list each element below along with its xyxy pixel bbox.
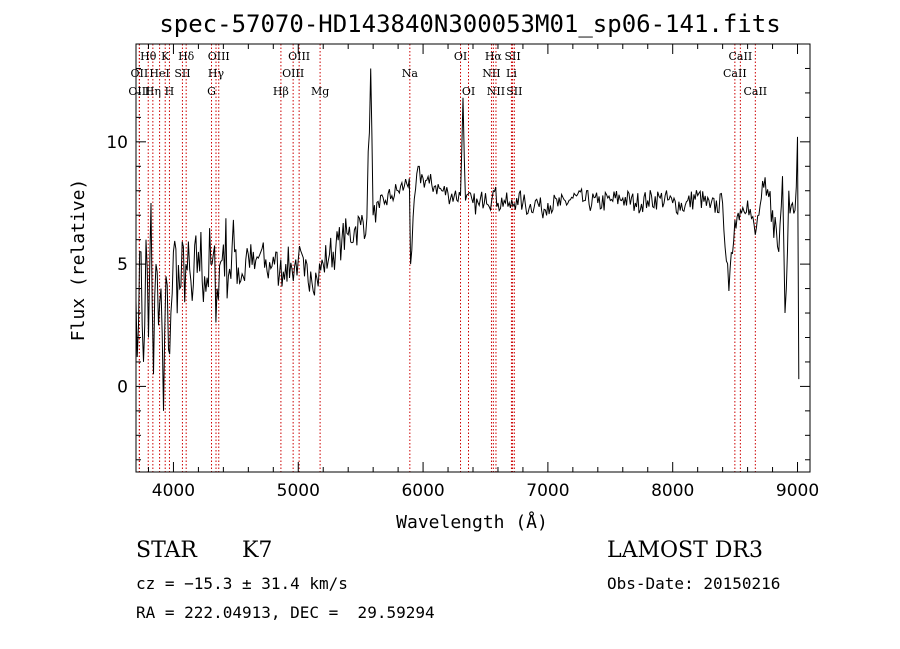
line-label: OI [462,85,475,98]
line-label: SII [174,67,190,80]
tick-layer: 4000 5000 6000 7000 8000 9000 0 5 10 [106,43,819,501]
line-label: Hη [145,85,161,98]
line-label: NII [487,85,505,98]
line-label: K [161,50,170,63]
line-label: CaII [743,85,767,98]
object-class: STAR [136,538,197,563]
y-tick-label: 10 [106,133,128,153]
line-label: HeI [149,67,169,80]
line-label: OIII [208,50,230,63]
line-label: G [207,85,216,98]
line-label: Hδ [178,50,195,63]
line-label: CaII [729,50,753,63]
obs-date: Obs-Date: 20150216 [607,574,781,593]
x-tick-label: 5000 [277,481,320,501]
line-marker-layer [138,44,756,472]
survey-name: LAMOST DR3 [607,538,763,563]
line-label: OIII [128,85,150,98]
line-label: Hα [485,50,503,63]
y-tick-label: 5 [117,255,128,275]
x-tick-label: 4000 [152,481,195,501]
line-label: CaII [723,67,747,80]
plot-frame [135,43,811,473]
series-layer [135,68,800,411]
line-label: OIII [288,50,310,63]
line-label: OII [131,67,149,80]
line-label: OIII [282,67,304,80]
redshift-readout: cz = −15.3 ± 31.4 km/s [136,574,348,593]
line-label: Hθ [140,50,157,63]
line-label: Hβ [273,85,289,98]
object-subclass: K7 [242,538,273,563]
spectrum-line [135,68,800,411]
line-label: NII [482,67,500,80]
line-label: H [165,85,175,98]
y-tick-label: 0 [117,377,128,397]
chart-title: spec-57070-HD143840N300053M01_sp06-141.f… [159,10,780,38]
x-tick-label: 6000 [401,481,444,501]
line-label: Mg [311,85,329,98]
x-tick-label: 7000 [526,481,569,501]
line-label: Li [506,67,517,80]
x-axis-label: Wavelength (Å) [396,511,548,533]
line-label: Na [402,67,419,80]
coordinates: RA = 222.04913, DEC = 29.59294 [136,603,435,622]
line-label: SII [506,85,522,98]
line-label: Hγ [208,67,225,80]
x-tick-label: 8000 [651,481,694,501]
y-axis-label: Flux (relative) [68,179,89,342]
line-label: SII [504,50,520,63]
line-label-layer: Hθ OII OIII K HeI Hη H SII Hδ OIII Hγ G OIII OIII Hβ Mg… [128,50,767,98]
line-label: OI [454,50,467,63]
x-tick-label: 9000 [776,481,819,501]
